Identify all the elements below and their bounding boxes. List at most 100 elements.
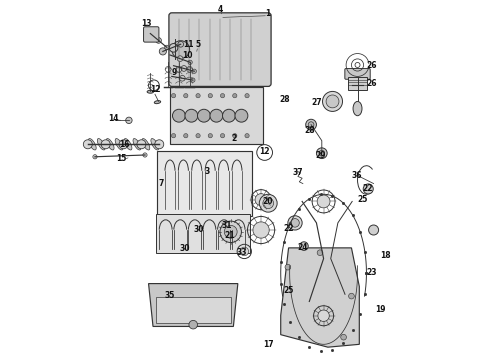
Circle shape [317,148,327,158]
Circle shape [208,134,213,138]
Circle shape [181,66,187,71]
Text: 30: 30 [194,225,204,234]
Ellipse shape [115,139,123,150]
Text: 37: 37 [293,168,303,177]
Circle shape [169,44,178,52]
Circle shape [285,264,291,270]
Circle shape [172,94,176,98]
Circle shape [143,153,147,157]
FancyBboxPatch shape [144,27,159,42]
Circle shape [220,221,242,243]
Ellipse shape [147,90,153,93]
Circle shape [184,134,188,138]
Circle shape [220,134,225,138]
FancyBboxPatch shape [170,87,263,144]
Text: 27: 27 [312,98,322,107]
Circle shape [172,109,185,122]
Text: 20: 20 [262,197,272,206]
Text: 36: 36 [351,171,362,180]
Circle shape [172,41,190,59]
Ellipse shape [124,139,132,150]
Circle shape [263,198,273,208]
FancyBboxPatch shape [345,68,370,79]
Circle shape [196,94,200,98]
Circle shape [155,140,164,149]
Text: 13: 13 [142,19,152,28]
Ellipse shape [133,139,141,150]
Circle shape [137,140,146,149]
Circle shape [319,150,325,156]
Text: 22: 22 [283,224,294,233]
Text: 2: 2 [231,134,236,143]
Text: 26: 26 [367,61,377,70]
Circle shape [318,310,329,321]
Text: 28: 28 [305,126,316,135]
Circle shape [210,109,223,122]
Text: 10: 10 [182,51,193,60]
Text: 18: 18 [380,251,391,260]
Circle shape [368,225,379,235]
Circle shape [196,134,200,138]
Circle shape [156,37,161,43]
Bar [348,77,368,90]
Text: 12: 12 [150,85,160,94]
Circle shape [245,134,249,138]
Text: 25: 25 [357,195,368,204]
Text: 9: 9 [172,68,177,77]
Circle shape [172,134,176,138]
Text: 35: 35 [165,291,175,300]
Circle shape [348,293,354,299]
Circle shape [208,94,213,98]
Circle shape [235,109,248,122]
Circle shape [255,194,267,206]
Polygon shape [281,248,359,347]
Text: 30: 30 [180,244,190,253]
Text: 17: 17 [263,340,273,349]
FancyBboxPatch shape [156,214,250,253]
Circle shape [185,109,198,122]
Text: 26: 26 [367,79,377,88]
Circle shape [177,56,183,62]
Text: 14: 14 [109,114,119,123]
Ellipse shape [106,139,114,150]
Text: 22: 22 [362,184,372,193]
Text: 28: 28 [280,95,290,104]
Text: 15: 15 [117,154,127,163]
Circle shape [233,94,237,98]
Circle shape [288,216,302,230]
Text: 5: 5 [196,40,200,49]
Circle shape [179,75,185,81]
Circle shape [341,334,346,340]
Text: 23: 23 [367,268,377,277]
Circle shape [317,250,323,256]
Ellipse shape [353,102,362,116]
Text: 25: 25 [283,285,294,294]
Circle shape [192,69,196,73]
Text: 3: 3 [205,167,210,176]
FancyBboxPatch shape [156,297,231,323]
Circle shape [240,247,248,256]
Circle shape [83,140,92,149]
Circle shape [119,140,128,149]
Circle shape [197,109,210,122]
Text: 31: 31 [221,221,232,230]
Ellipse shape [142,139,150,150]
Circle shape [291,219,299,227]
Circle shape [93,155,97,159]
Circle shape [326,95,339,108]
Circle shape [363,184,373,194]
Text: 16: 16 [120,140,130,149]
Circle shape [189,320,197,329]
Ellipse shape [88,139,96,150]
Circle shape [300,242,308,250]
Circle shape [188,60,192,64]
Text: 21: 21 [225,231,235,240]
Circle shape [233,134,237,138]
Circle shape [308,122,314,127]
Text: 7: 7 [158,179,164,188]
Text: 29: 29 [316,151,326,160]
Ellipse shape [151,139,159,150]
Ellipse shape [98,139,105,150]
FancyBboxPatch shape [169,13,271,86]
FancyBboxPatch shape [157,152,252,216]
